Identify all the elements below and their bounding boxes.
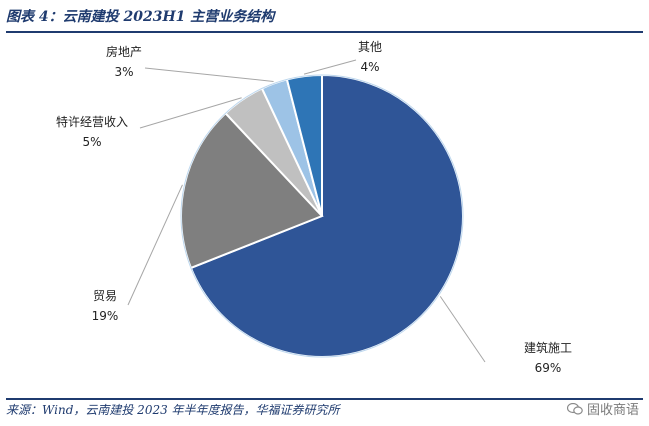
leader-line-5 (303, 59, 357, 75)
slice-labels: 建筑施工 69% 贸易 19% 特许经营收入 5% 房地产 3% 其他 4% (56, 40, 572, 375)
slice-name-label: 房地产 (106, 44, 142, 59)
leader-line-3 (139, 97, 242, 129)
leader-line-1 (439, 296, 486, 363)
slice-percent-label: 3% (114, 65, 133, 79)
slice-name-label: 建筑施工 (524, 340, 572, 355)
pie-outline (180, 74, 464, 358)
title-rule (6, 31, 643, 33)
leader-lines (127, 59, 486, 363)
pie-slices (180, 73, 464, 358)
slice-name-label: 贸易 (93, 289, 117, 303)
leader-line-2 (127, 184, 183, 306)
slice-percent-label: 19% (92, 309, 119, 323)
slice-percent-label: 4% (360, 60, 379, 74)
source-rule (6, 398, 643, 400)
watermark-text: 固收商语 (586, 403, 639, 418)
slice-percent-label: 5% (82, 135, 101, 149)
slice-percent-label: 69% (535, 361, 562, 375)
slice-name-label: 其他 (358, 40, 382, 54)
figure-title: 图表 4：云南建投 2023H1 主营业务结构 (6, 9, 275, 25)
leader-line-4 (144, 67, 274, 82)
watermark: 固收商语 (566, 399, 639, 418)
slice-name-label: 特许经营收入 (56, 114, 128, 129)
wechat-icon (566, 402, 583, 415)
source-note: 来源：Wind，云南建投 2023 年半年度报告，华福证券研究所 (6, 403, 340, 417)
